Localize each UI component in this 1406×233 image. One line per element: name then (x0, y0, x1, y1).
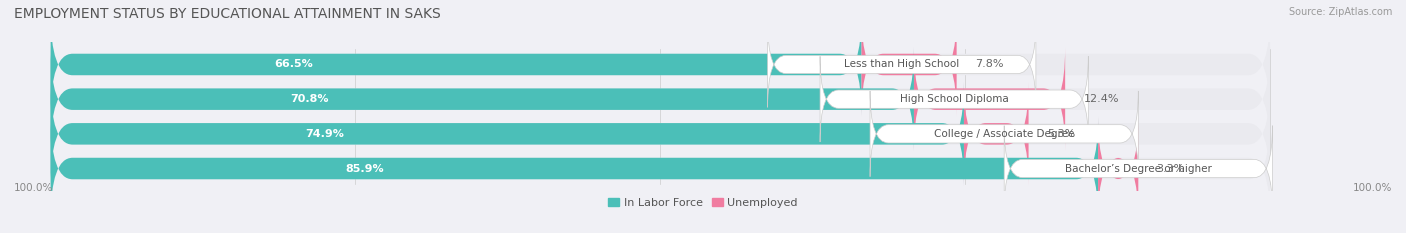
Text: 7.8%: 7.8% (974, 59, 1004, 69)
FancyBboxPatch shape (768, 22, 1036, 107)
Text: College / Associate Degree: College / Associate Degree (934, 129, 1074, 139)
FancyBboxPatch shape (51, 117, 1098, 220)
FancyBboxPatch shape (51, 82, 1270, 185)
Text: 100.0%: 100.0% (14, 183, 53, 193)
Text: 12.4%: 12.4% (1084, 94, 1119, 104)
Text: Bachelor’s Degree or higher: Bachelor’s Degree or higher (1064, 164, 1212, 174)
Text: 74.9%: 74.9% (305, 129, 344, 139)
FancyBboxPatch shape (51, 13, 1270, 116)
Text: 85.9%: 85.9% (346, 164, 384, 174)
FancyBboxPatch shape (51, 48, 1270, 151)
Text: 100.0%: 100.0% (1353, 183, 1392, 193)
Text: 5.3%: 5.3% (1047, 129, 1076, 139)
Text: 66.5%: 66.5% (274, 59, 314, 69)
FancyBboxPatch shape (820, 56, 1088, 142)
Text: High School Diploma: High School Diploma (900, 94, 1008, 104)
Legend: In Labor Force, Unemployed: In Labor Force, Unemployed (603, 193, 803, 212)
FancyBboxPatch shape (965, 82, 1029, 185)
Text: EMPLOYMENT STATUS BY EDUCATIONAL ATTAINMENT IN SAKS: EMPLOYMENT STATUS BY EDUCATIONAL ATTAINM… (14, 7, 441, 21)
FancyBboxPatch shape (1004, 126, 1272, 211)
FancyBboxPatch shape (862, 13, 956, 116)
Text: Source: ZipAtlas.com: Source: ZipAtlas.com (1288, 7, 1392, 17)
FancyBboxPatch shape (51, 13, 862, 116)
Text: 70.8%: 70.8% (291, 94, 329, 104)
FancyBboxPatch shape (51, 117, 1270, 220)
Text: 3.3%: 3.3% (1157, 164, 1185, 174)
Text: Less than High School: Less than High School (844, 59, 959, 69)
FancyBboxPatch shape (870, 91, 1139, 177)
FancyBboxPatch shape (914, 48, 1066, 151)
FancyBboxPatch shape (51, 48, 914, 151)
FancyBboxPatch shape (1098, 117, 1139, 220)
FancyBboxPatch shape (51, 82, 965, 185)
